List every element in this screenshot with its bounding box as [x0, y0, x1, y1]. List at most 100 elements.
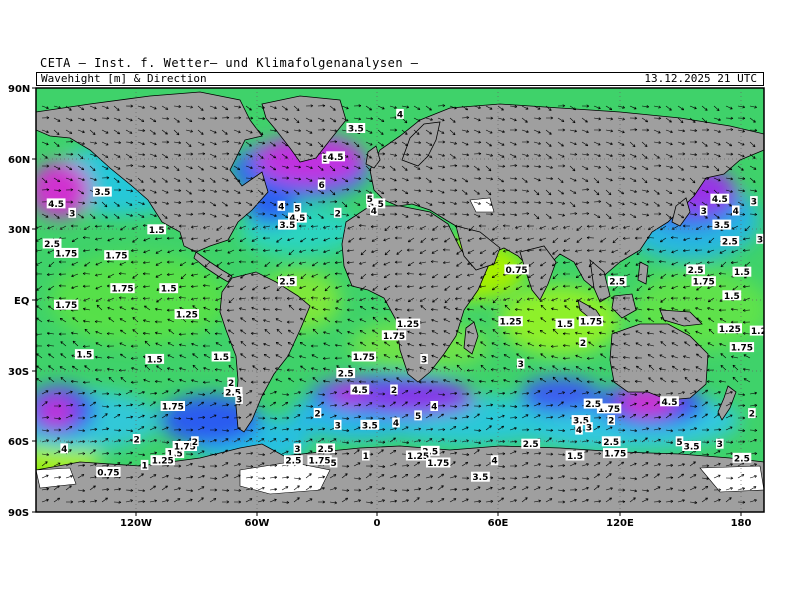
- direction-arrow: [485, 177, 494, 181]
- direction-arrow: [718, 284, 727, 288]
- direction-arrow: [245, 189, 254, 193]
- direction-arrow: [156, 365, 163, 371]
- direction-arrow: [725, 141, 733, 147]
- direction-arrow: [665, 441, 674, 445]
- direction-arrow: [77, 105, 85, 111]
- wave-height-labels: 4.53.532.51.75 1.751.51.751.75 1.51.251.5 1…: [42, 108, 764, 483]
- svg-text:5: 5: [676, 438, 682, 448]
- direction-arrow: [101, 116, 110, 120]
- direction-arrow: [521, 428, 530, 432]
- wave-height-label: 1.75: [351, 351, 376, 363]
- direction-arrow: [286, 296, 295, 300]
- direction-arrow: [503, 285, 511, 290]
- direction-arrow: [413, 165, 421, 170]
- direction-arrow: [281, 189, 289, 194]
- direction-arrow: [677, 391, 685, 395]
- direction-arrow: [425, 475, 434, 479]
- direction-arrow: [185, 200, 194, 204]
- direction-arrow: [617, 189, 625, 195]
- direction-arrow: [305, 129, 313, 134]
- direction-arrow: [317, 438, 325, 443]
- direction-arrow: [624, 317, 631, 323]
- direction-arrow: [466, 273, 475, 277]
- direction-arrow: [713, 391, 721, 395]
- direction-arrow: [317, 128, 326, 132]
- direction-arrow: [443, 306, 451, 311]
- direction-arrow: [689, 390, 697, 395]
- direction-arrow: [47, 249, 55, 254]
- direction-arrow: [347, 318, 355, 323]
- svg-text:1.75: 1.75: [308, 457, 330, 467]
- direction-arrow: [166, 272, 175, 276]
- direction-arrow: [46, 273, 55, 276]
- direction-arrow: [526, 319, 535, 323]
- direction-arrow: [509, 390, 517, 395]
- direction-arrow: [216, 225, 223, 231]
- direction-arrow: [70, 331, 79, 335]
- direction-arrow: [731, 249, 739, 254]
- svg-text:3: 3: [586, 424, 592, 434]
- direction-arrow: [401, 499, 409, 503]
- direction-arrow: [545, 129, 552, 135]
- direction-arrow: [587, 273, 595, 278]
- direction-arrow: [521, 177, 528, 183]
- direction-arrow: [562, 367, 571, 371]
- lon-label: 0: [374, 518, 381, 529]
- direction-arrow: [725, 463, 733, 467]
- direction-arrow: [144, 364, 151, 371]
- direction-arrow: [77, 177, 85, 181]
- direction-arrow: [497, 425, 505, 431]
- direction-arrow: [455, 273, 463, 278]
- direction-arrow: [629, 439, 638, 443]
- wave-height-label: 1.25: [395, 318, 421, 330]
- direction-arrow: [298, 332, 307, 336]
- direction-arrow: [407, 330, 415, 335]
- wave-height-label: 2: [191, 436, 199, 448]
- svg-text:0.75: 0.75: [97, 469, 119, 479]
- direction-arrow: [257, 200, 266, 204]
- direction-arrow: [59, 318, 67, 323]
- direction-arrow: [245, 129, 253, 134]
- svg-text:1.75: 1.75: [383, 332, 405, 342]
- direction-arrow: [41, 474, 49, 479]
- direction-arrow: [281, 141, 288, 147]
- direction-arrow: [563, 297, 571, 302]
- direction-arrow: [569, 165, 576, 172]
- svg-text:4: 4: [576, 426, 582, 436]
- wave-height-label: 1.75: [54, 247, 79, 259]
- direction-arrow: [233, 129, 241, 134]
- latitude-axis: 90N 60N 30N EQ 30S 60S 90S: [8, 84, 30, 519]
- direction-arrow: [569, 117, 576, 124]
- direction-arrow: [401, 152, 410, 156]
- direction-arrow: [346, 261, 355, 265]
- svg-text:1.25: 1.25: [499, 318, 521, 328]
- direction-arrow: [605, 497, 612, 503]
- svg-text:4.5: 4.5: [352, 386, 368, 396]
- direction-arrow: [737, 440, 746, 444]
- direction-arrow: [82, 236, 91, 240]
- direction-arrow: [569, 462, 577, 467]
- direction-arrow: [624, 249, 631, 255]
- direction-arrow: [209, 389, 216, 395]
- direction-arrow: [689, 165, 698, 169]
- direction-arrow: [725, 152, 734, 156]
- direction-arrow: [545, 390, 553, 395]
- direction-arrow: [677, 105, 685, 111]
- direction-arrow: [202, 296, 211, 300]
- direction-arrow: [221, 140, 230, 144]
- direction-arrow: [737, 141, 745, 146]
- svg-text:1.75: 1.75: [604, 450, 626, 460]
- direction-arrow: [641, 213, 650, 217]
- direction-arrow: [252, 285, 259, 291]
- direction-arrow: [737, 500, 746, 504]
- direction-arrow: [701, 413, 708, 419]
- direction-arrow: [287, 342, 295, 347]
- direction-arrow: [509, 416, 518, 420]
- wave-height-label: 1.5: [732, 266, 752, 278]
- direction-arrow: [94, 320, 103, 324]
- direction-arrow: [41, 416, 50, 420]
- direction-arrow: [89, 201, 98, 205]
- direction-arrow: [154, 331, 163, 335]
- direction-arrow: [101, 413, 108, 419]
- direction-arrow: [473, 165, 480, 171]
